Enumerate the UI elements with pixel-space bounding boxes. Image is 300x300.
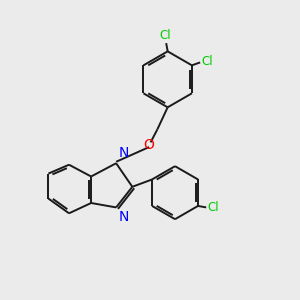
Text: O: O (144, 138, 154, 152)
Text: Cl: Cl (160, 29, 171, 42)
Text: N: N (118, 146, 129, 160)
Text: N: N (118, 210, 129, 224)
Text: Cl: Cl (201, 55, 213, 68)
Text: Cl: Cl (207, 201, 219, 214)
